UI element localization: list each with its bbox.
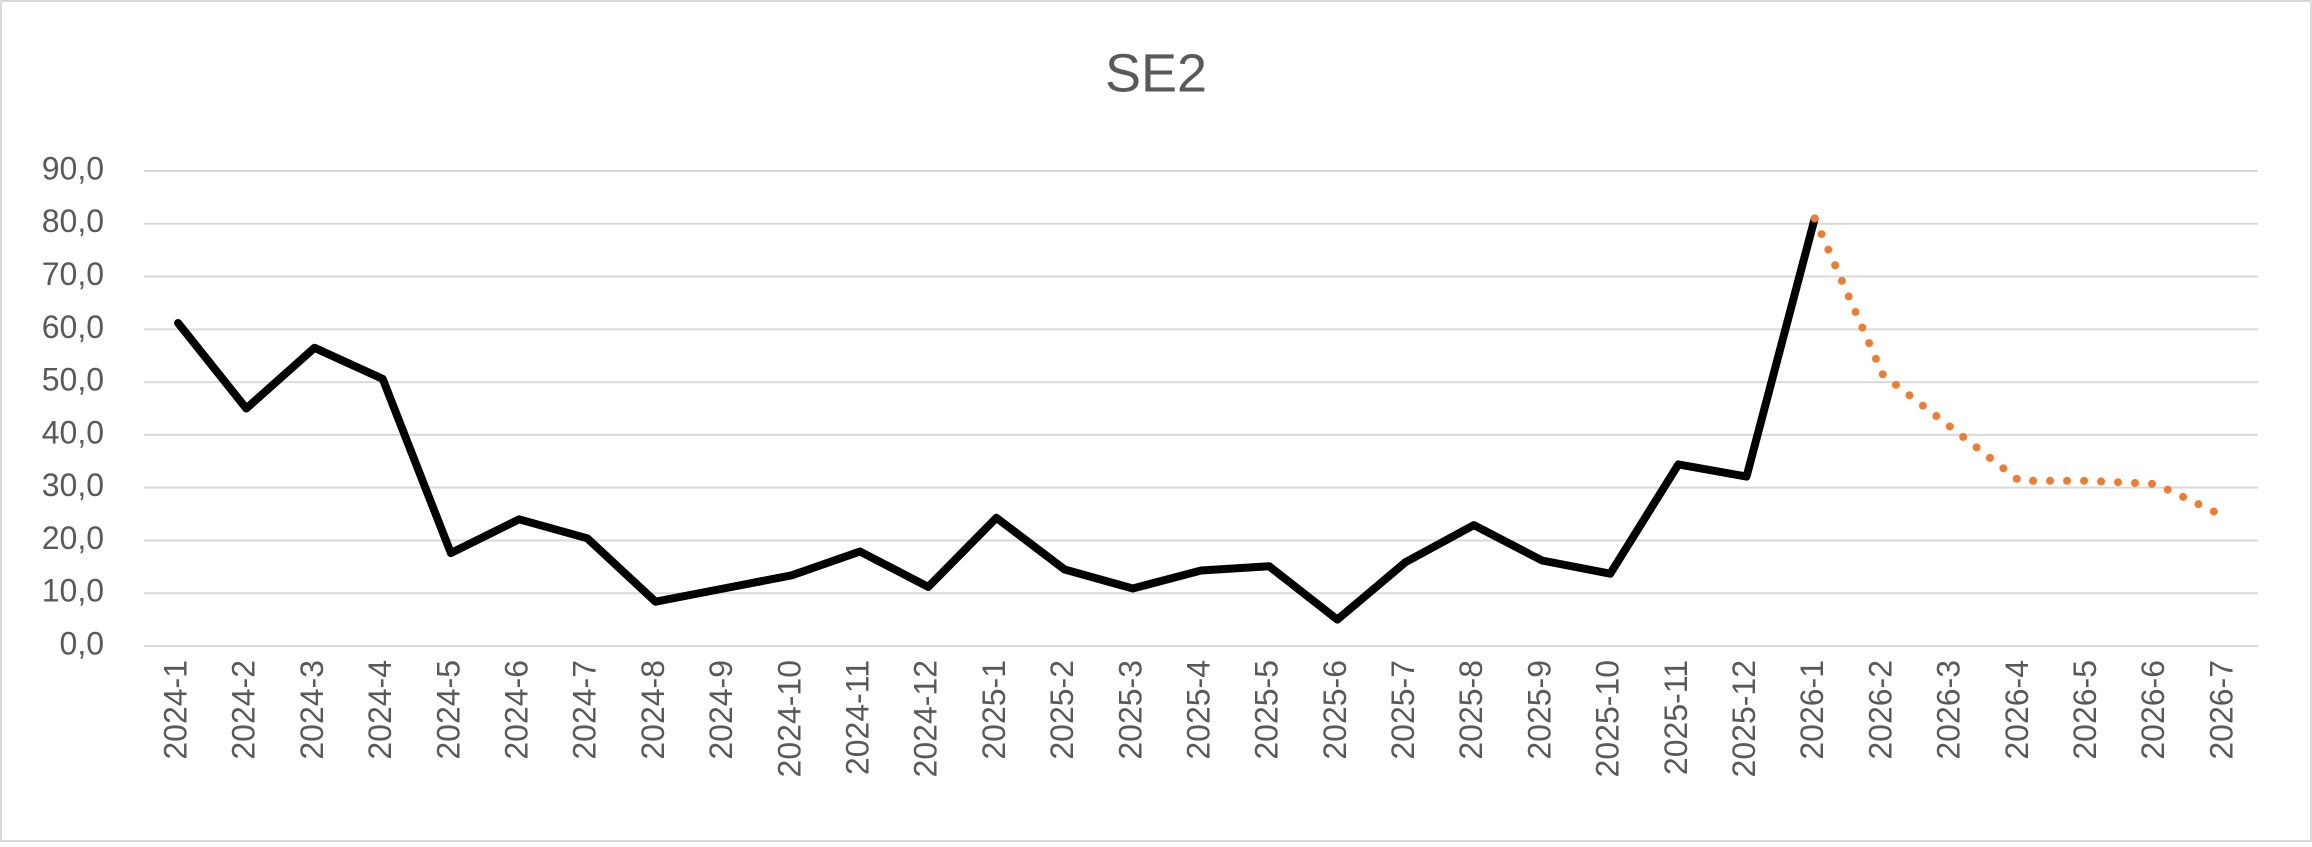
y-tick-label: 60,0 [42, 309, 104, 345]
x-tick-label: 2026-1 [1794, 660, 1830, 760]
x-tick-label: 2026-6 [2135, 660, 2171, 760]
y-tick-label: 40,0 [42, 414, 104, 450]
x-tick-label: 2024-11 [839, 660, 875, 775]
x-tick-label: 2026-2 [1862, 660, 1898, 760]
x-tick-label: 2025-1 [976, 660, 1012, 760]
x-tick-label: 2025-7 [1385, 660, 1421, 760]
x-tick-label: 2024-3 [294, 660, 330, 760]
x-tick-label: 2026-4 [1999, 660, 2035, 760]
x-tick-label: 2026-3 [1931, 660, 1967, 760]
x-tick-label: 2025-12 [1726, 660, 1762, 777]
y-tick-label: 0,0 [60, 625, 104, 661]
y-tick-label: 50,0 [42, 362, 104, 398]
x-tick-label: 2026-5 [2067, 660, 2103, 760]
x-tick-label: 2024-9 [703, 660, 739, 760]
y-tick-label: 70,0 [42, 256, 104, 292]
chart-title: SE2 [1105, 43, 1207, 103]
x-tick-label: 2025-5 [1249, 660, 1285, 760]
x-tick-label: 2024-5 [430, 660, 466, 760]
x-tick-label: 2024-4 [362, 660, 398, 760]
x-tick-label: 2026-7 [2203, 660, 2239, 760]
y-tick-label: 10,0 [42, 573, 104, 609]
y-tick-label: 80,0 [42, 203, 104, 239]
x-tick-label: 2025-6 [1317, 660, 1353, 760]
x-tick-label: 2024-1 [158, 660, 194, 760]
x-tick-label: 2025-10 [1590, 660, 1626, 777]
x-tick-label: 2025-3 [1112, 660, 1148, 760]
x-tick-label: 2025-2 [1044, 660, 1080, 760]
x-tick-label: 2024-12 [908, 660, 944, 777]
series-line [1810, 214, 2228, 521]
x-tick-label: 2025-8 [1453, 660, 1489, 760]
series-line [174, 214, 1819, 624]
x-tick-label: 2025-4 [1180, 660, 1216, 760]
x-tick-label: 2024-8 [635, 660, 671, 760]
x-tick-label: 2024-2 [226, 660, 262, 760]
x-tick-label: 2024-6 [499, 660, 535, 760]
y-tick-label: 20,0 [42, 520, 104, 556]
x-tick-label: 2024-10 [771, 660, 807, 777]
x-tick-label: 2025-9 [1521, 660, 1557, 760]
x-tick-label: 2024-7 [567, 660, 603, 760]
y-tick-label: 90,0 [42, 150, 104, 186]
y-tick-label: 30,0 [42, 467, 104, 503]
x-tick-label: 2025-11 [1658, 660, 1694, 775]
